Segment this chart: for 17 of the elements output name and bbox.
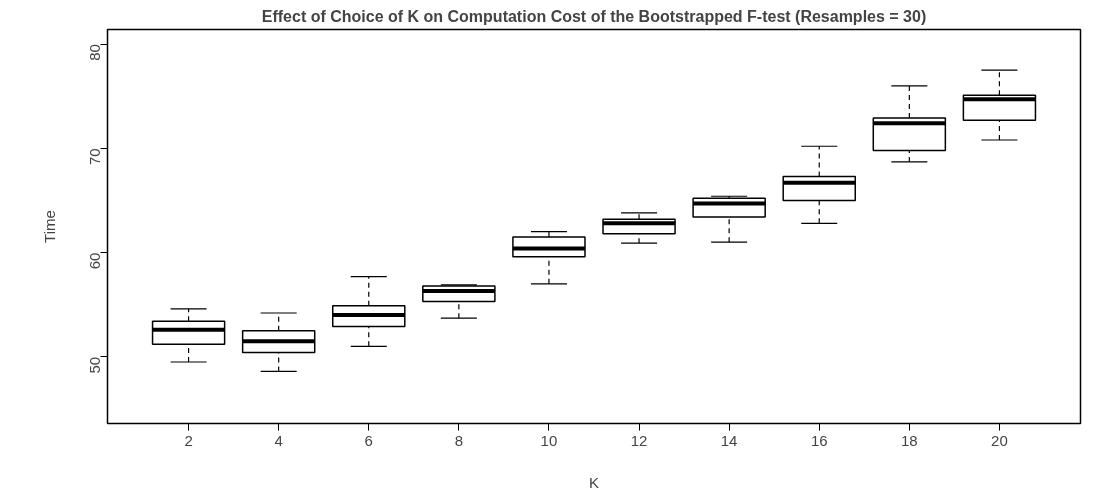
y-tick-label: 70 xyxy=(86,148,104,166)
y-tick-label: 80 xyxy=(86,44,104,61)
x-tick-label: 20 xyxy=(991,431,1008,449)
x-tick-label: 10 xyxy=(540,431,558,449)
y-tick-label: 50 xyxy=(86,356,104,374)
x-tick-label: 4 xyxy=(274,431,283,449)
x-tick-label: 14 xyxy=(720,431,738,449)
x-tick-label: 6 xyxy=(364,431,373,449)
chart-title: Effect of Choice of K on Computation Cost of the Bootstrapped F-test (Resamples = 30) xyxy=(261,7,927,25)
y-axis-title: Time xyxy=(40,210,58,243)
x-axis-title: K xyxy=(589,473,600,491)
x-tick-label: 18 xyxy=(900,431,918,449)
x-tick-label: 2 xyxy=(184,431,193,449)
x-tick-label: 8 xyxy=(454,431,464,449)
x-tick-label: 12 xyxy=(630,431,648,449)
y-tick-label: 60 xyxy=(86,252,104,270)
x-tick-label: 16 xyxy=(810,431,828,449)
